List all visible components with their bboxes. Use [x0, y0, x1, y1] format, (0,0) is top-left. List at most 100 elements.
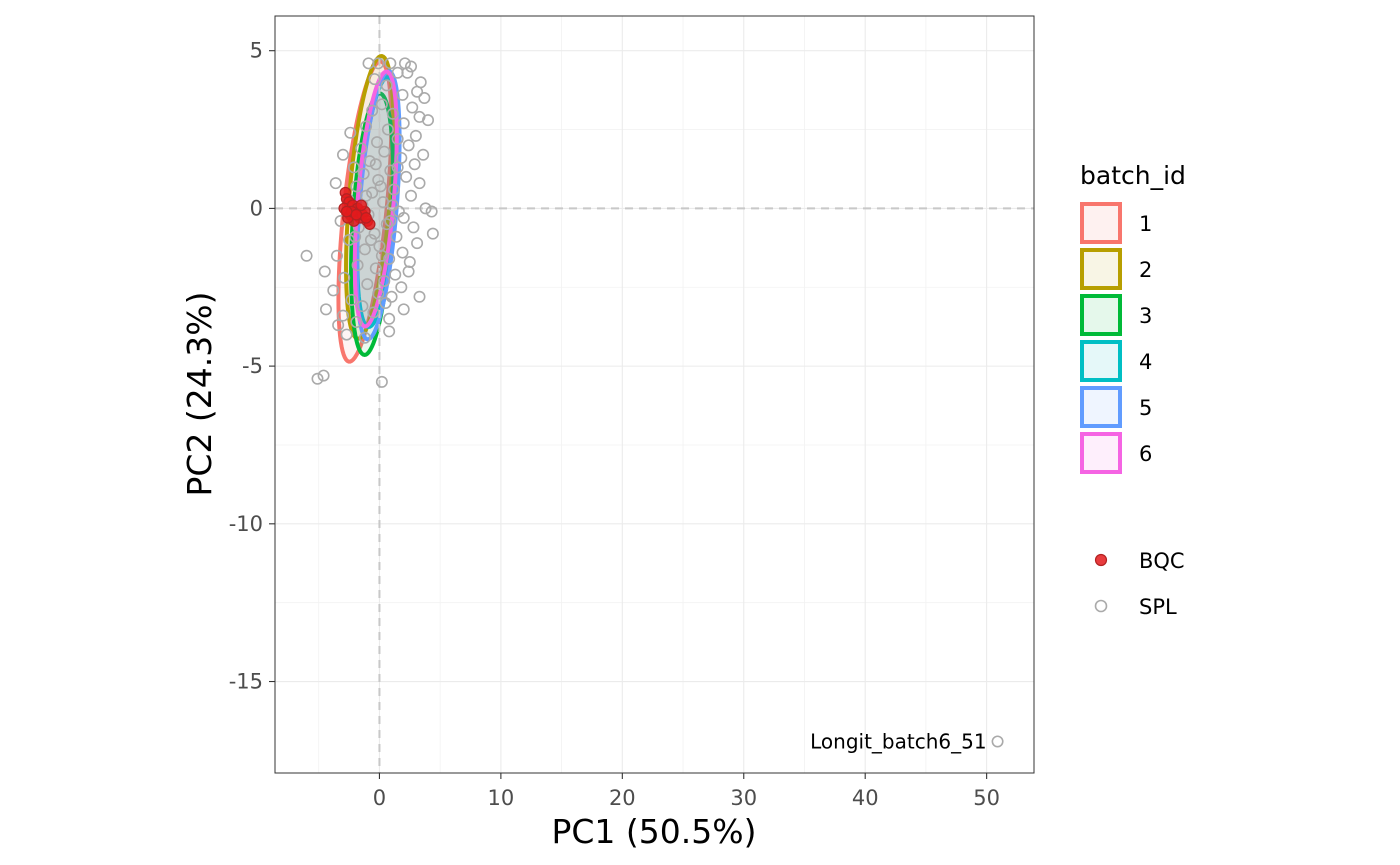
y-axis-title: PC2 (24.3%) [180, 291, 219, 496]
ellipse-legend-keys: 1 2 3 4 5 6 [1080, 202, 1152, 474]
spl-point [405, 60, 418, 73]
spl-point [400, 170, 413, 183]
legend-key-batch-6 [1080, 432, 1122, 474]
spl-point [340, 328, 353, 341]
plot-panel-border [274, 15, 1035, 774]
spl-point [375, 375, 388, 388]
spl-point [386, 199, 399, 212]
spl-point [371, 136, 384, 149]
legend-label-batch-6: 6 [1139, 442, 1152, 466]
bqc-points [338, 186, 376, 230]
spl-point [396, 246, 409, 259]
spl-point [317, 369, 330, 382]
legend-label-batch-5: 5 [1139, 396, 1152, 420]
spl-point [344, 126, 357, 139]
spl-point [300, 249, 313, 262]
spl-point [417, 148, 430, 161]
bqc-point [350, 208, 363, 221]
y-tick-label: 0 [250, 196, 263, 220]
spl-point [345, 293, 358, 306]
legend-key-batch-5 [1080, 386, 1122, 428]
spl-point [327, 284, 340, 297]
spl-point [330, 249, 343, 262]
spl-point [350, 180, 363, 193]
spl-point [395, 281, 408, 294]
spl-point [367, 306, 380, 319]
spl-point [347, 161, 360, 174]
spl-point [337, 309, 350, 322]
legend-title: batch_id [1080, 161, 1186, 190]
legend-label-batch-3: 3 [1139, 304, 1152, 328]
spl-points [300, 57, 1004, 748]
spl-point [378, 145, 391, 158]
spl-point [378, 274, 391, 287]
spl-point [402, 265, 415, 278]
legend-key-bqc [1094, 553, 1108, 567]
spl-point [390, 230, 403, 243]
legend-label-bqc: BQC [1139, 549, 1185, 573]
spl-point [329, 177, 342, 190]
spl-point [318, 265, 331, 278]
x-tick-label: 0 [373, 786, 386, 810]
x-tick-label: 10 [488, 786, 515, 810]
point-annotation-label: Longit_batch6_51 [810, 729, 986, 753]
spl-point [409, 129, 422, 142]
legend-key-batch-3 [1080, 294, 1122, 336]
spl-point [332, 319, 345, 332]
spl-point [360, 189, 373, 202]
bqc-point [340, 205, 353, 218]
spl-point [418, 92, 431, 105]
legend-label-batch-1: 1 [1139, 212, 1152, 236]
spl-point [422, 114, 435, 127]
y-tick-label: -5 [242, 354, 263, 378]
spl-point [419, 202, 432, 215]
spl-point [357, 167, 370, 180]
spl-point [358, 243, 371, 256]
spl-point [372, 287, 385, 300]
spl-point [389, 268, 402, 281]
spl-point [355, 142, 368, 155]
point-legend-keys: BQC SPL [1094, 549, 1185, 619]
spl-point [406, 101, 419, 114]
spl-point [366, 104, 379, 117]
spl-point [350, 315, 363, 328]
annotations: Longit_batch6_51 [810, 729, 986, 753]
x-tick-label: 40 [852, 786, 879, 810]
spl-point [358, 331, 371, 344]
spl-point [369, 262, 382, 275]
spl-point [425, 205, 438, 218]
spl-point [349, 230, 362, 243]
spl-point [407, 221, 420, 234]
spl-point [397, 303, 410, 316]
spl-point [351, 259, 364, 272]
spl-point [391, 161, 404, 174]
spl-point [383, 325, 396, 338]
spl-point [384, 164, 397, 177]
legend-key-batch-4 [1080, 340, 1122, 382]
spl-point [338, 271, 351, 284]
reference-lines [275, 16, 1034, 773]
spl-point [426, 227, 439, 240]
spl-point [413, 290, 426, 303]
x-tick-label: 30 [730, 786, 757, 810]
spl-point [383, 312, 396, 325]
spl-point [337, 148, 350, 161]
spl-point [356, 300, 369, 313]
spl-point [391, 133, 404, 146]
spl-point [363, 155, 376, 168]
spl-point [397, 117, 410, 130]
spl-point [381, 123, 394, 136]
spl-point [379, 297, 392, 310]
spl-point [383, 252, 396, 265]
legend: batch_id 1 2 3 4 5 6 BQC SPL [1080, 161, 1186, 619]
spl-point [384, 57, 397, 70]
legend-label-batch-4: 4 [1139, 350, 1152, 374]
spl-point [364, 233, 377, 246]
spl-point [386, 107, 399, 120]
spl-point [411, 237, 424, 250]
spl-point [388, 183, 401, 196]
spl-point [372, 57, 385, 70]
y-tick-label: -15 [229, 670, 263, 694]
